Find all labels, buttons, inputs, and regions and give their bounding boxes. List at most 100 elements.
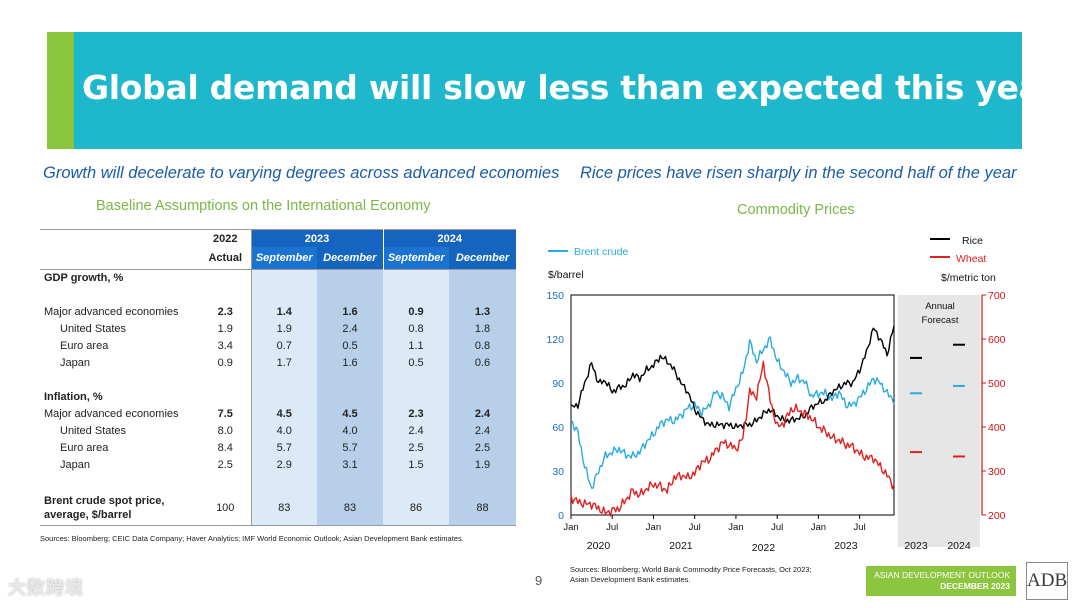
subheader-2023-december: December — [317, 247, 384, 269]
table-cell — [251, 388, 317, 406]
x-axis-tick-label: Jan — [563, 522, 578, 533]
table-cell: 0.8 — [383, 320, 450, 338]
publication-brand: ASIAN DEVELOPMENT OUTLOOK DECEMBER 2023 — [866, 566, 1016, 596]
chart-source-line-2: Asian Development Bank estimates. — [570, 575, 691, 584]
table-spacer-row — [40, 286, 517, 304]
table-cell: 1.7 — [251, 354, 317, 372]
slide-title: Global demand will slow less than expect… — [82, 68, 1057, 107]
table-cell: 2.4 — [449, 405, 517, 423]
table-cell — [317, 269, 384, 287]
series-line-wheat — [570, 360, 895, 517]
left-axis-tick-label: 150 — [546, 290, 564, 302]
table-cell: 3.4 — [200, 337, 252, 355]
table-cell: 4.5 — [251, 405, 317, 423]
x-axis-tick-label: Jul — [606, 522, 618, 533]
table-row: Brent crude spot price, average, $/barrel… — [40, 490, 517, 526]
table-cell: 2.4 — [317, 320, 384, 338]
table-cell: 1.4 — [251, 303, 317, 321]
left-subheading: Growth will decelerate to varying degree… — [43, 164, 560, 182]
table-row: Euro area 8.4 5.7 5.7 2.5 2.5 — [40, 439, 517, 457]
x-axis-year-label: 2021 — [669, 540, 693, 552]
row-label-line-1: Brent crude spot price, — [44, 494, 165, 507]
table-cell: 0.8 — [449, 337, 517, 355]
row-label: Euro area — [60, 442, 109, 454]
table-cell: 86 — [383, 490, 450, 525]
table-cell: 83 — [317, 490, 384, 525]
table-cell: 2.5 — [449, 439, 517, 457]
x-axis-tick-label: Jul — [854, 522, 866, 533]
table-cell: 0.6 — [449, 354, 517, 372]
left-axis-tick-label: 0 — [558, 510, 564, 522]
table-cell: 88 — [449, 490, 517, 525]
table-cell: 2.4 — [383, 422, 450, 440]
table-cell: 0.9 — [383, 303, 450, 321]
table-corner-2 — [40, 247, 200, 269]
table-cell: 4.0 — [317, 422, 384, 440]
table-cell — [251, 269, 317, 287]
forecast-label: Forecast — [922, 315, 959, 326]
title-banner — [47, 32, 1022, 149]
year-header-2023: 2023 — [251, 229, 384, 247]
right-axis-label: $/metric ton — [941, 272, 996, 284]
table-cell: 8.4 — [200, 439, 252, 457]
brand-line-2: DECEMBER 2023 — [940, 581, 1010, 591]
chart-title: Commodity Prices — [737, 202, 855, 218]
table-row: Japan 0.9 1.7 1.6 0.5 0.6 — [40, 354, 517, 372]
table-cell: 5.7 — [317, 439, 384, 457]
watermark-logo: 大数跨境 — [8, 578, 84, 598]
row-label: GDP growth, % — [44, 272, 124, 284]
table-cell: 8.0 — [200, 422, 252, 440]
x-axis-year-label: 2022 — [752, 542, 776, 554]
table-cell — [383, 388, 450, 406]
table-row: Major advanced economies 2.3 1.4 1.6 0.9 1.3 — [40, 303, 517, 321]
table-cell: 1.5 — [383, 456, 450, 474]
left-axis-label: $/barrel — [548, 269, 584, 281]
row-label-line-2: average, $/barrel — [44, 508, 132, 521]
right-axis-tick-label: 400 — [988, 422, 1006, 434]
table-cell: 0.7 — [251, 337, 317, 355]
table-source-note: Sources: Bloomberg; CEIC Data Company; H… — [40, 534, 464, 543]
row-label: Japan — [60, 357, 90, 369]
subheader-2024-december: December — [449, 247, 517, 269]
table-cell: 1.9 — [449, 456, 517, 474]
year-header-2022: 2022 — [200, 229, 252, 247]
row-label: Euro area — [60, 340, 109, 352]
table-row: Japan 2.5 2.9 3.1 1.5 1.9 — [40, 456, 517, 474]
table-cell: 4.0 — [251, 422, 317, 440]
table-cell: 2.4 — [449, 422, 517, 440]
left-axis-tick-label: 90 — [552, 378, 564, 390]
brand-line-1: ASIAN DEVELOPMENT OUTLOOK — [874, 570, 1010, 580]
legend-label-rice: Rice — [962, 235, 983, 247]
page-number: 9 — [535, 573, 543, 588]
right-axis-tick-label: 300 — [988, 466, 1006, 478]
table-row: United States 1.9 1.9 2.4 0.8 1.8 — [40, 320, 517, 338]
x-axis-tick-label: Jan — [646, 522, 661, 533]
table-cell: 2.3 — [200, 303, 252, 321]
left-axis-tick-label: 30 — [552, 466, 564, 478]
table-cell: 1.9 — [200, 320, 252, 338]
table-cell — [449, 269, 517, 287]
forecast-label: Annual — [925, 301, 955, 312]
row-label: Brent crude spot price, average, $/barrel — [40, 491, 200, 526]
table-cell: 100 — [200, 490, 252, 525]
row-label: United States — [60, 425, 127, 437]
table-cell: 2.3 — [383, 405, 450, 423]
table-cell: 83 — [251, 490, 317, 525]
table-cell — [200, 269, 252, 287]
table-cell: 5.7 — [251, 439, 317, 457]
row-label: Major advanced economies — [44, 306, 179, 318]
forecast-region — [898, 295, 980, 547]
table-cell: 1.6 — [317, 354, 384, 372]
legend-label-brent: Brent crude — [574, 246, 628, 258]
table-cell — [317, 388, 384, 406]
table-row: Inflation, % — [40, 388, 517, 406]
x-axis-tick-label: Jan — [811, 522, 826, 533]
table-cell: 4.5 — [317, 405, 384, 423]
chart-source-line-1: Sources: Bloomberg; World Bank Commodity… — [570, 565, 812, 574]
table-cell: 2.5 — [383, 439, 450, 457]
forecast-year-label: 2023 — [904, 540, 928, 552]
x-axis-tick-label: Jul — [689, 522, 701, 533]
table-corner — [40, 230, 200, 248]
table-cell: 0.9 — [200, 354, 252, 372]
table-cell: 0.5 — [317, 337, 384, 355]
